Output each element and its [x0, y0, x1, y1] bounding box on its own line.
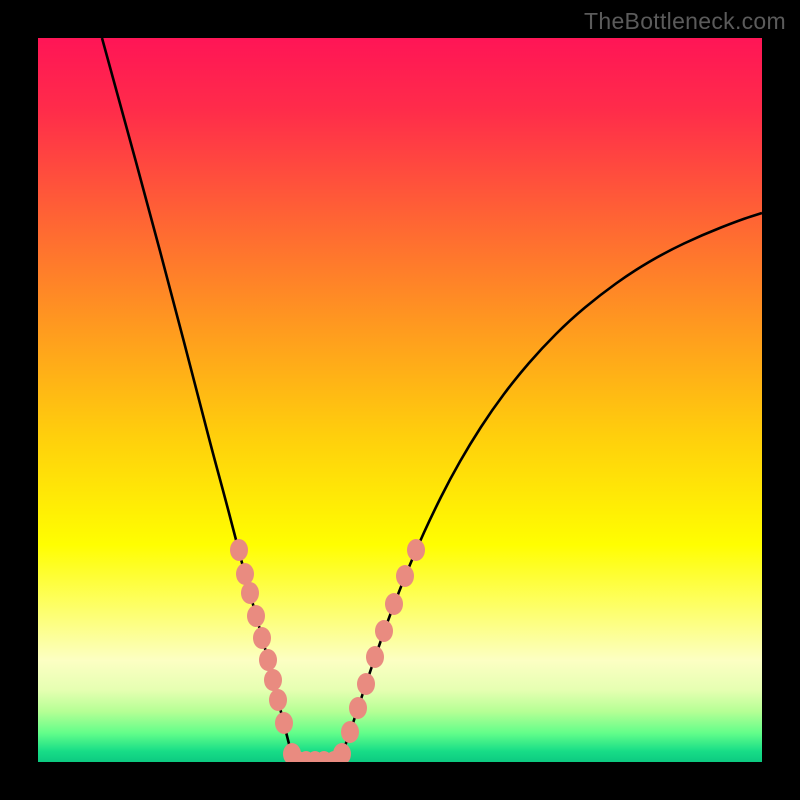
data-marker	[264, 669, 282, 691]
data-marker	[349, 697, 367, 719]
chart-curves	[38, 38, 762, 762]
data-marker	[236, 563, 254, 585]
watermark-text: TheBottleneck.com	[584, 8, 786, 35]
data-marker	[247, 605, 265, 627]
data-marker	[396, 565, 414, 587]
data-marker	[375, 620, 393, 642]
data-marker	[385, 593, 403, 615]
data-marker	[357, 673, 375, 695]
data-marker	[230, 539, 248, 561]
data-marker	[253, 627, 271, 649]
data-marker	[269, 689, 287, 711]
data-marker	[275, 712, 293, 734]
data-marker	[366, 646, 384, 668]
data-marker	[407, 539, 425, 561]
data-marker	[333, 743, 351, 762]
right-curve	[338, 213, 762, 762]
data-marker	[259, 649, 277, 671]
plot-area	[38, 38, 762, 762]
data-marker	[241, 582, 259, 604]
data-marker	[341, 721, 359, 743]
data-markers	[230, 539, 425, 762]
